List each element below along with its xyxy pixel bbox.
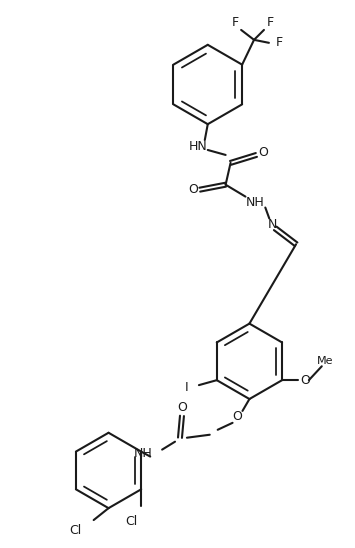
Text: Me: Me [317, 356, 333, 366]
Text: NH: NH [246, 196, 265, 209]
Text: F: F [266, 16, 273, 30]
Text: O: O [188, 183, 198, 196]
Text: Cl: Cl [125, 515, 137, 528]
Text: O: O [258, 146, 268, 159]
Text: F: F [231, 16, 239, 30]
Text: F: F [275, 36, 283, 49]
Text: O: O [177, 402, 187, 414]
Text: N: N [268, 218, 277, 231]
Text: NH: NH [133, 447, 152, 460]
Text: I: I [185, 381, 189, 393]
Text: O: O [300, 374, 310, 387]
Text: Cl: Cl [70, 524, 82, 538]
Text: O: O [233, 410, 242, 424]
Text: HN: HN [189, 140, 207, 152]
